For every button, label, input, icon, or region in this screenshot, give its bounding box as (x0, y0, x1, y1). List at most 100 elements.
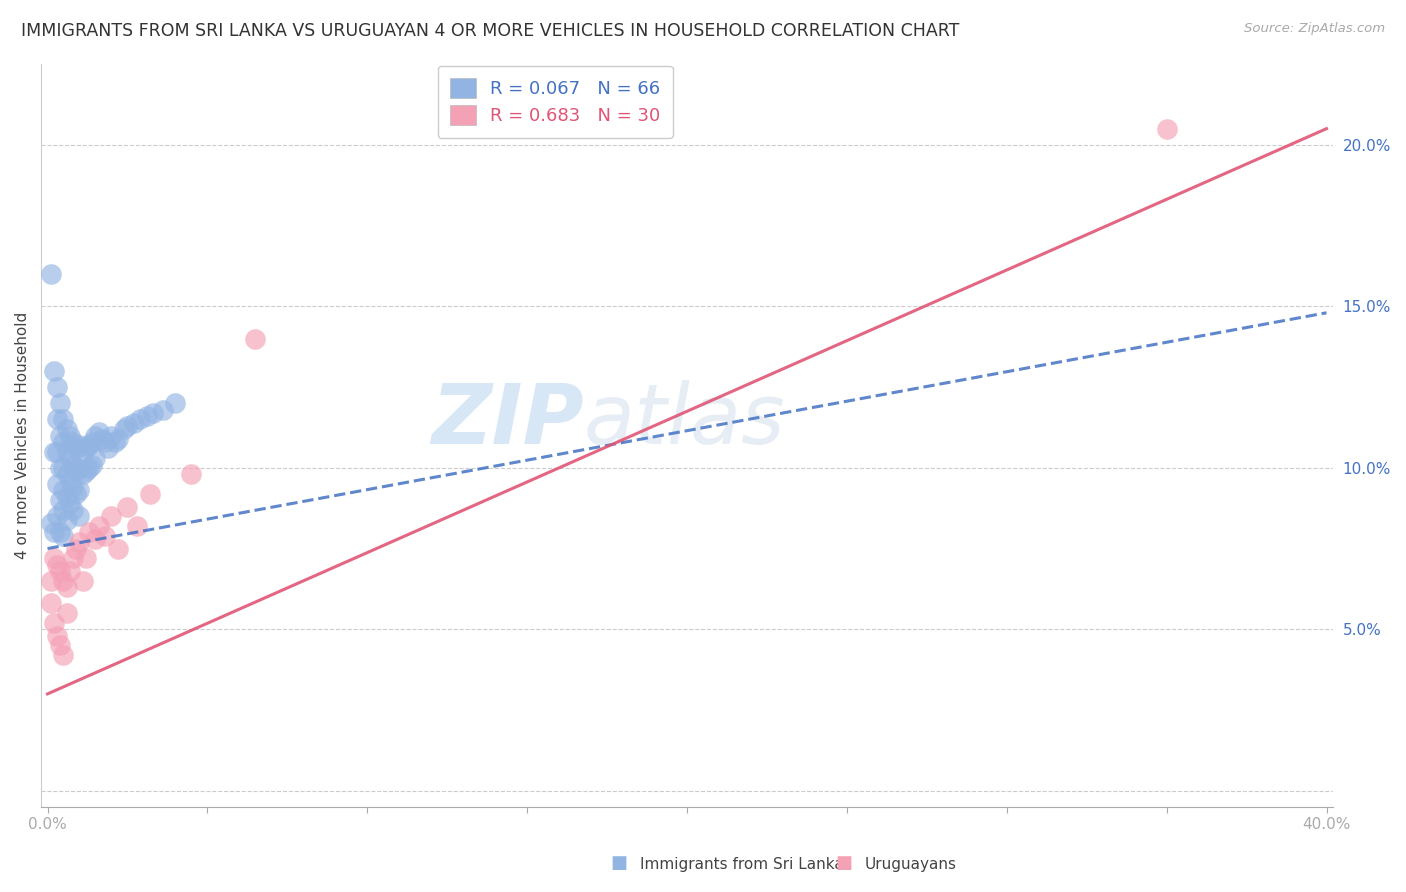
Point (94, 529, 117, 543)
Text: IMMIGRANTS FROM SRI LANKA VS URUGUAYAN 4 OR MORE VEHICLES IN HOUSEHOLD CORRELATI: IMMIGRANTS FROM SRI LANKA VS URUGUAYAN 4… (21, 22, 959, 40)
Point (59, 564, 82, 578)
Point (46, 412, 69, 426)
Point (52, 460, 75, 475)
Point (55, 444, 77, 458)
Point (46, 380, 69, 394)
Point (77, 460, 100, 475)
Point (59, 496, 82, 510)
Point (49, 639, 72, 653)
Point (52, 412, 75, 426)
Point (69, 509, 91, 524)
Point (77, 525, 100, 540)
Point (69, 535, 91, 549)
Point (117, 418, 139, 433)
Point (49, 493, 72, 508)
Text: atlas: atlas (583, 380, 786, 461)
Point (55, 606, 77, 620)
Point (59, 474, 82, 488)
Point (62, 503, 84, 517)
Point (82, 434, 104, 449)
Point (46, 629, 69, 643)
Point (84, 532, 107, 546)
Point (55, 512, 77, 526)
Point (52, 574, 75, 588)
Point (46, 558, 69, 572)
Text: Source: ZipAtlas.com: Source: ZipAtlas.com (1244, 22, 1385, 36)
Point (55, 580, 77, 594)
Point (122, 416, 145, 430)
Point (62, 551, 84, 566)
Point (100, 428, 122, 442)
Point (82, 458, 104, 472)
Point (245, 332, 267, 346)
Point (49, 396, 72, 410)
Point (69, 460, 91, 475)
Point (77, 438, 100, 452)
Point (117, 500, 139, 514)
Point (49, 564, 72, 578)
Point (94, 434, 117, 449)
Point (72, 467, 94, 482)
Point (62, 480, 84, 494)
Point (42, 364, 65, 378)
Point (42, 444, 65, 458)
Point (46, 444, 69, 458)
Point (129, 412, 152, 426)
Point (42, 551, 65, 566)
Point (104, 434, 127, 449)
Point (55, 467, 77, 482)
Point (62, 434, 84, 449)
Point (46, 509, 69, 524)
Point (112, 422, 135, 436)
Point (72, 444, 94, 458)
Point (39, 574, 62, 588)
Point (72, 574, 94, 588)
Point (165, 396, 187, 410)
Point (46, 477, 69, 491)
Point (100, 509, 122, 524)
Point (39, 267, 62, 281)
Point (75, 464, 97, 478)
Point (87, 519, 110, 533)
Point (52, 529, 75, 543)
Y-axis label: 4 or more Vehicles in Household: 4 or more Vehicles in Household (15, 312, 30, 559)
Point (49, 525, 72, 540)
Point (52, 434, 75, 449)
Legend: R = 0.067   N = 66, R = 0.683   N = 30: R = 0.067 N = 66, R = 0.683 N = 30 (437, 66, 673, 138)
Point (39, 516, 62, 530)
Point (142, 406, 165, 420)
Point (180, 467, 202, 482)
Point (55, 490, 77, 504)
Point (65, 464, 87, 478)
Point (84, 428, 107, 442)
Point (75, 442, 97, 456)
Text: Immigrants from Sri Lanka: Immigrants from Sri Lanka (640, 857, 844, 872)
Point (107, 432, 129, 446)
Point (1156, 121, 1178, 136)
Point (42, 615, 65, 630)
Point (59, 451, 82, 466)
Point (69, 438, 91, 452)
Point (52, 503, 75, 517)
Point (55, 422, 77, 436)
Point (62, 458, 84, 472)
Point (65, 541, 87, 556)
Text: Uruguayans: Uruguayans (865, 857, 956, 872)
Point (135, 409, 157, 424)
Point (52, 483, 75, 498)
Point (52, 648, 75, 662)
Point (125, 519, 148, 533)
Point (65, 442, 87, 456)
Point (139, 486, 162, 500)
Point (84, 451, 107, 466)
Point (107, 541, 129, 556)
Point (97, 442, 120, 456)
Point (75, 551, 97, 566)
Text: ZIP: ZIP (432, 380, 583, 461)
Point (59, 428, 82, 442)
Point (49, 460, 72, 475)
Point (49, 428, 72, 442)
Point (152, 402, 174, 417)
Point (90, 432, 112, 446)
Point (69, 483, 91, 498)
